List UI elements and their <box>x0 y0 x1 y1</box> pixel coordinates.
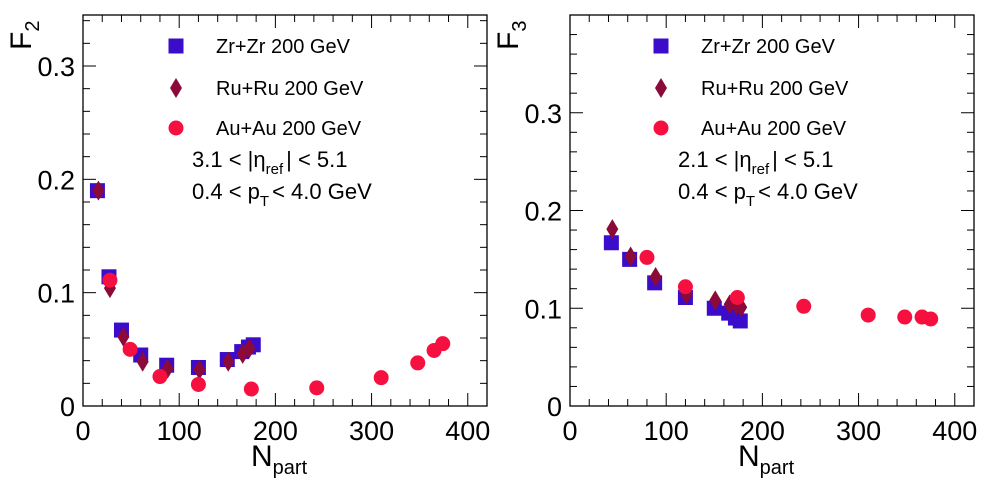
data-point <box>190 376 206 392</box>
data-point <box>923 311 939 327</box>
data-point <box>897 309 913 325</box>
data-point <box>117 326 130 347</box>
annotation: 3.1 < |ηref | < 5.1 <box>192 147 348 178</box>
legend-marker <box>170 78 182 98</box>
legend-label: Ru+Ru 200 GeV <box>216 78 364 100</box>
data-point <box>410 355 426 371</box>
data-point <box>860 307 876 323</box>
series-square <box>603 235 748 329</box>
annotation: 0.4 < pT < 4.0 GeV <box>192 179 372 210</box>
x-axis-title: Npart <box>251 440 308 478</box>
plot-frame <box>82 14 488 407</box>
data-point <box>373 370 389 386</box>
data-point <box>136 351 149 372</box>
annotation: 0.4 < pT < 4.0 GeV <box>678 179 858 210</box>
y-tick-label: 0.2 <box>524 197 562 227</box>
data-point <box>796 298 812 314</box>
data-point <box>92 180 105 201</box>
legend-marker <box>655 78 667 98</box>
data-point <box>709 290 722 311</box>
y-tick-label: 0 <box>547 392 562 422</box>
data-point <box>649 266 662 287</box>
x-tick-label: 0 <box>75 416 90 446</box>
data-point <box>603 235 619 251</box>
x-tick-label: 300 <box>836 416 881 446</box>
legend-label: Ru+Ru 200 GeV <box>701 78 849 100</box>
data-point <box>435 336 451 352</box>
data-point <box>606 219 619 240</box>
x-tick-label: 400 <box>932 416 977 446</box>
data-point <box>243 338 256 359</box>
legend-label: Au+Au 200 GeV <box>701 118 847 140</box>
data-point <box>677 279 693 295</box>
data-point <box>152 369 168 385</box>
data-point <box>624 246 637 267</box>
legend-marker <box>653 120 669 136</box>
plot-frame <box>569 14 975 407</box>
y-tick-label: 0.3 <box>37 52 75 82</box>
y-axis-title: F2 <box>5 21 44 50</box>
data-point <box>732 313 748 329</box>
y-axis-title: F3 <box>492 21 531 50</box>
series-diamond <box>606 219 748 318</box>
y-tick-label: 0.1 <box>37 279 75 309</box>
panel-f3: 0 100 200 300 400 0 0.1 0.2 0.3 Npart F3 Zr+Zr 200 … <box>492 14 977 478</box>
legend-label: Au+Au 200 GeV <box>216 118 362 140</box>
x-tick-label: 300 <box>349 416 394 446</box>
legend: Zr+Zr 200 GeV Ru+Ru 200 GeV Au+Au 200 GeV <box>168 36 364 140</box>
data-point <box>639 249 655 265</box>
annotation: 2.1 < |ηref | < 5.1 <box>678 147 834 178</box>
data-point <box>243 381 259 397</box>
legend: Zr+Zr 200 GeV Ru+Ru 200 GeV Au+Au 200 GeV <box>653 36 849 140</box>
x-tick-label: 400 <box>445 416 490 446</box>
data-point <box>122 341 138 357</box>
data-point <box>729 289 745 305</box>
data-point <box>193 359 206 380</box>
x-tick-label: 200 <box>253 416 298 446</box>
y-tick-label: 0.3 <box>524 99 562 129</box>
series-circle <box>102 272 451 397</box>
y-tick-label: 0.2 <box>37 165 75 195</box>
x-tick-label: 100 <box>644 416 689 446</box>
x-tick-label: 200 <box>740 416 785 446</box>
series-circle <box>639 249 939 327</box>
y-tick-label: 0.1 <box>524 294 562 324</box>
x-tick-label: 100 <box>157 416 202 446</box>
x-tick-label: 0 <box>562 416 577 446</box>
legend-label: Zr+Zr 200 GeV <box>216 36 351 58</box>
legend-marker <box>168 120 184 136</box>
legend-marker <box>653 38 669 54</box>
data-point <box>222 351 235 372</box>
data-point <box>309 380 325 396</box>
data-point <box>102 272 118 288</box>
legend-label: Zr+Zr 200 GeV <box>701 36 836 58</box>
x-axis-title: Npart <box>738 440 795 478</box>
legend-marker <box>168 38 184 54</box>
y-tick-label: 0 <box>60 392 75 422</box>
panel-f2: 0 100 200 300 400 0 0.1 0.2 0.3 Npart F2 Zr+Zr 200 … <box>5 14 490 478</box>
